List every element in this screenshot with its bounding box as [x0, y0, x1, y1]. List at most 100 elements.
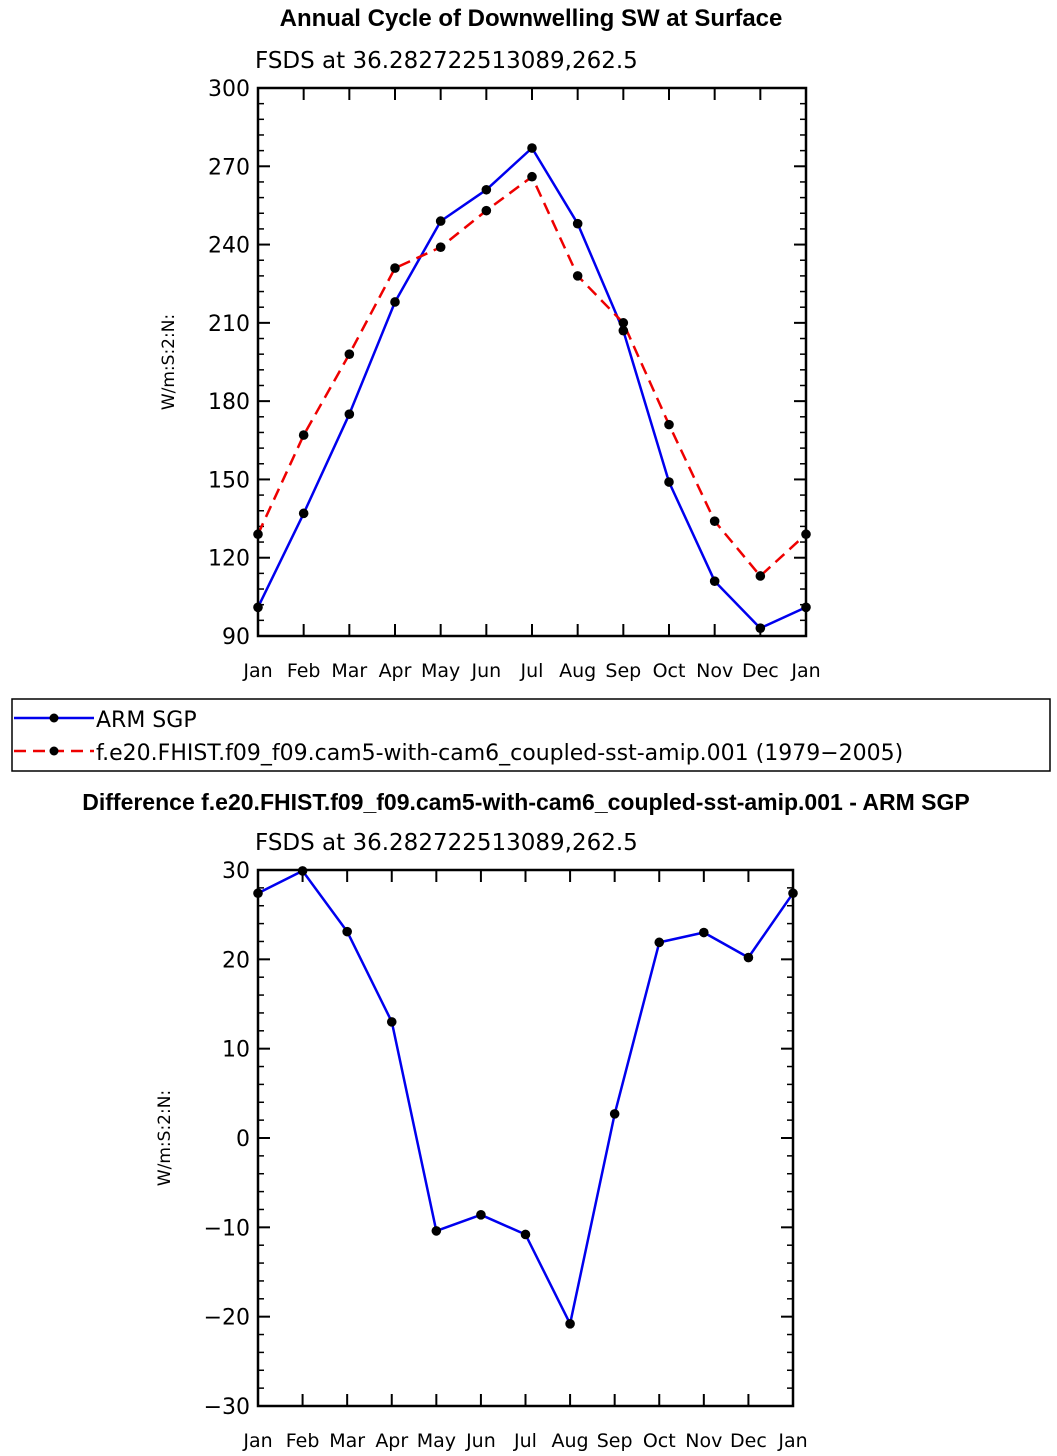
- series-0-point: [481, 184, 492, 195]
- series-0-point: [476, 1210, 486, 1220]
- y-tick-label: −30: [204, 1395, 250, 1420]
- x-tick-label: Jun: [465, 1430, 496, 1452]
- y-tick-label: −20: [204, 1306, 250, 1331]
- x-tick-label: Aug: [552, 1430, 589, 1452]
- series-1-point: [481, 205, 492, 216]
- series-1-point: [755, 571, 766, 581]
- legend-label-arm-sgp: ARM SGP: [96, 708, 197, 733]
- chart-1: Annual Cycle of Downwelling SW at Surfac…: [159, 5, 821, 682]
- y-tick-label: 300: [208, 77, 250, 102]
- series-line-0: [256, 146, 807, 630]
- y-tick-label: 240: [208, 234, 250, 259]
- x-tick-label: Jul: [520, 660, 544, 682]
- series-0-point: [565, 1319, 575, 1329]
- x-tick-label: Mar: [329, 1430, 365, 1452]
- x-tick-label: Jun: [470, 660, 501, 682]
- x-tick-label: Jan: [790, 660, 820, 682]
- legend-marker-model: [49, 746, 59, 756]
- chart-1-title: Annual Cycle of Downwelling SW at Surfac…: [280, 5, 783, 32]
- series-0-point: [755, 623, 766, 633]
- series-1-point: [572, 271, 583, 281]
- chart-2: Difference f.e20.FHIST.f09_f09.cam5-with…: [82, 789, 970, 1452]
- legend-marker-arm-sgp: [49, 713, 59, 723]
- y-tick-label: 10: [222, 1038, 250, 1063]
- x-tick-label: Oct: [653, 660, 686, 682]
- series-0-point: [390, 297, 400, 307]
- series-0-point: [298, 508, 309, 519]
- series-0-point: [344, 409, 355, 419]
- series-0-point: [431, 1226, 442, 1236]
- series-1-point: [709, 516, 720, 526]
- series-0-point: [699, 927, 709, 938]
- x-tick-label: Feb: [286, 1430, 320, 1452]
- x-tick-label: Sep: [605, 660, 641, 682]
- chart-2-y-axis-label: W/m:S:2:N:: [155, 1090, 175, 1186]
- series-0-point: [527, 143, 537, 153]
- x-tick-label: Nov: [685, 1430, 722, 1452]
- y-tick-label: 30: [222, 859, 250, 884]
- y-tick-label: 210: [208, 312, 250, 337]
- x-tick-label: Apr: [375, 1430, 408, 1452]
- legend-entry-arm-sgp: ARM SGP: [14, 708, 197, 733]
- series-0-point: [743, 952, 754, 963]
- series-0-point: [520, 1229, 531, 1240]
- series-0-point: [572, 218, 583, 229]
- series-line-1: [256, 175, 807, 578]
- series-0-point: [654, 937, 665, 948]
- legend-box: [11, 698, 1051, 772]
- chart-2-title: Difference f.e20.FHIST.f09_f09.cam5-with…: [82, 789, 970, 815]
- x-tick-label: Apr: [379, 660, 412, 682]
- chart-2-y-ticks: −30 −20 −10 0 10 20 30: [204, 859, 793, 1420]
- chart-2-plot-frame: [256, 868, 795, 1408]
- series-1-point: [298, 430, 309, 440]
- chart-1-x-ticks: Jan Feb Mar Apr May Jun Jul Aug Sep Oct Nov Dec Jan: [242, 88, 821, 682]
- series-1-point: [390, 263, 400, 273]
- legend-entry-model: f.e20.FHIST.f09_f09.cam5-with-cam6_coupl…: [14, 741, 903, 766]
- chart-1-y-ticks: 90 120 150 180 210 240 270 300: [208, 77, 806, 650]
- x-tick-label: Sep: [597, 1430, 633, 1452]
- chart-2-subtitle: FSDS at 36.282722513089,262.5: [255, 830, 638, 856]
- series-0-point: [435, 216, 446, 226]
- series-0-point: [609, 1109, 620, 1119]
- x-tick-label: Jan: [242, 660, 272, 682]
- x-tick-label: Jan: [242, 1430, 272, 1452]
- x-tick-label: Mar: [331, 660, 367, 682]
- y-tick-label: 120: [208, 547, 250, 572]
- series-1-point: [435, 242, 446, 252]
- x-tick-label: Oct: [643, 1430, 676, 1452]
- series-line-0: [257, 869, 795, 1326]
- series-1-point: [664, 419, 674, 430]
- legend-label-model: f.e20.FHIST.f09_f09.cam5-with-cam6_coupl…: [96, 741, 903, 766]
- y-tick-label: 20: [222, 948, 250, 973]
- series-0-point: [618, 325, 629, 336]
- x-tick-label: May: [421, 660, 460, 682]
- chart-1-series: [253, 143, 811, 633]
- series-0-point: [342, 926, 352, 937]
- series-0-point: [386, 1017, 397, 1027]
- y-tick-label: −10: [204, 1216, 250, 1241]
- y-tick-label: 180: [208, 390, 250, 415]
- x-tick-label: Dec: [730, 1430, 767, 1452]
- series-1-point: [527, 171, 537, 182]
- chart-1-plot-frame: [256, 86, 808, 638]
- x-tick-label: May: [417, 1430, 456, 1452]
- series-1-point: [344, 349, 355, 359]
- chart-2-x-ticks: Jan Feb Mar Apr May Jun Jul Aug Sep Oct Nov Dec Jan: [242, 870, 808, 1452]
- legend: ARM SGP f.e20.FHIST.f09_f09.cam5-with-ca…: [11, 698, 1051, 772]
- x-tick-label: Jan: [777, 1430, 807, 1452]
- x-tick-label: Feb: [287, 660, 321, 682]
- x-tick-label: Jul: [513, 1430, 537, 1452]
- y-tick-label: 0: [236, 1127, 250, 1152]
- x-tick-label: Aug: [559, 660, 596, 682]
- x-tick-label: Nov: [696, 660, 733, 682]
- series-0-point: [709, 576, 720, 586]
- series-0-point: [664, 477, 674, 487]
- y-tick-label: 90: [222, 625, 250, 650]
- chart-1-subtitle: FSDS at 36.282722513089,262.5: [255, 48, 638, 74]
- x-tick-label: Dec: [742, 660, 779, 682]
- chart-2-series: [253, 866, 798, 1329]
- chart-1-y-axis-label: W/m:S:2:N:: [159, 314, 179, 410]
- y-tick-label: 150: [208, 468, 250, 493]
- y-tick-label: 270: [208, 155, 250, 180]
